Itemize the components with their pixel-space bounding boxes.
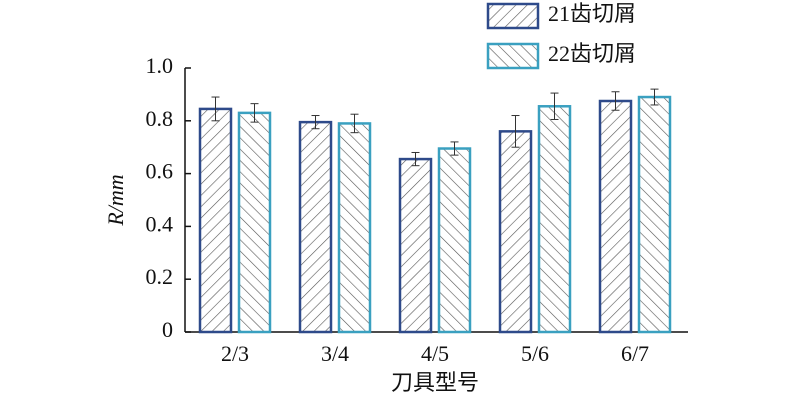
bar — [398, 157, 433, 334]
x-tick-label: 2/3 — [221, 341, 249, 366]
x-tick-label: 3/4 — [321, 341, 349, 366]
y-tick-label: 0.6 — [146, 159, 174, 184]
bar — [498, 130, 533, 334]
x-tick-label: 5/6 — [521, 341, 549, 366]
error-bar — [611, 91, 620, 111]
bar — [298, 120, 333, 334]
y-tick-label: 0.2 — [146, 264, 174, 289]
error-bar — [511, 115, 520, 148]
y-tick-label: 0 — [162, 317, 173, 342]
x-tick-label: 4/5 — [421, 341, 449, 366]
error-bar — [550, 92, 559, 120]
bar — [237, 111, 272, 334]
error-bar — [650, 88, 659, 106]
error-bar — [211, 96, 220, 122]
y-tick-label: 0.4 — [146, 211, 174, 236]
bar — [598, 99, 633, 334]
legend-label: 22齿切屑 — [548, 41, 636, 66]
legend-label: 21齿切屑 — [548, 1, 636, 26]
y-tick-label: 1.0 — [146, 53, 174, 78]
error-bar — [311, 115, 320, 130]
legend-swatch — [486, 2, 540, 30]
bar — [198, 107, 233, 334]
error-bar — [250, 103, 259, 123]
bar — [537, 105, 572, 334]
error-bar — [450, 141, 459, 156]
x-tick-label: 6/7 — [621, 341, 649, 366]
x-axis-label: 刀具型号 — [391, 370, 479, 395]
bar — [637, 95, 672, 334]
legend-swatch — [486, 42, 540, 70]
error-bar — [411, 151, 420, 167]
error-bar — [350, 113, 359, 134]
y-axis-label: R/mm — [103, 174, 128, 226]
bar — [437, 147, 472, 334]
bar — [337, 122, 372, 334]
y-tick-label: 0.8 — [146, 106, 174, 131]
